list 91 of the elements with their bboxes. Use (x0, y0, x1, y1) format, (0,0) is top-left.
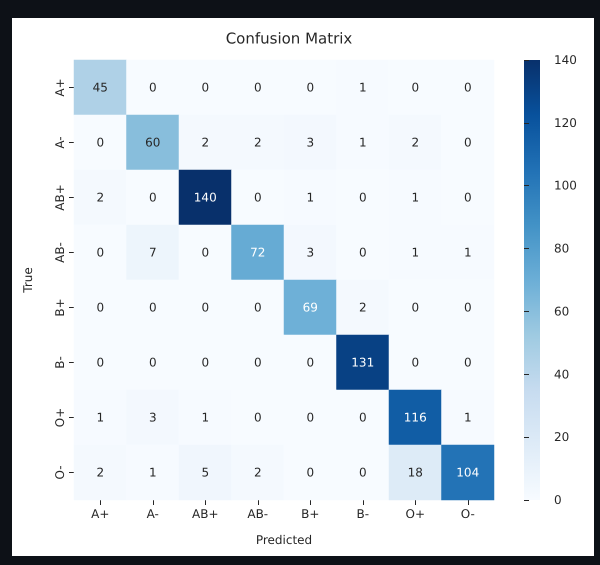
data-label: 0 (464, 190, 472, 204)
data-label: 5 (201, 466, 210, 480)
data-label: 0 (96, 136, 104, 150)
data-label: 45 (92, 80, 108, 94)
y-tick-label: A+ (53, 78, 67, 97)
x-axis-title: Predicted (256, 533, 312, 547)
data-label: 131 (351, 356, 374, 370)
y-tick-label: B+ (53, 298, 67, 317)
data-label: 0 (306, 410, 314, 424)
data-label: 0 (306, 466, 314, 480)
color-bar-label: 40 (554, 367, 570, 382)
data-label: 0 (201, 300, 210, 314)
y-tick-label: O+ (53, 408, 67, 428)
color-bar-label: 60 (554, 304, 570, 318)
data-label: 0 (464, 136, 472, 150)
data-label: 0 (148, 356, 157, 370)
data-label: 0 (411, 356, 420, 370)
data-label: 0 (464, 80, 472, 94)
color-bar-label: 100 (554, 178, 577, 193)
y-tick-label: AB+ (53, 184, 67, 211)
data-label: 1 (96, 410, 104, 424)
x-tick-label: AB- (247, 507, 268, 521)
data-label: 2 (96, 466, 104, 480)
data-label: 140 (194, 190, 217, 204)
color-bar-label: 140 (554, 53, 577, 67)
x-tick-label: A- (146, 507, 159, 521)
x-tick-label: B- (356, 507, 370, 521)
y-tick-label: AB- (53, 242, 67, 263)
chart-title: Confusion Matrix (226, 30, 352, 48)
color-bar-label: 20 (554, 430, 570, 444)
data-label: 0 (358, 410, 367, 424)
data-label: 0 (254, 300, 262, 314)
color-bar-label: 0 (554, 493, 562, 507)
data-label: 104 (456, 466, 480, 480)
data-label: 2 (358, 300, 367, 314)
data-label: 0 (358, 466, 367, 480)
data-label: 72 (250, 246, 266, 260)
data-label: 1 (464, 410, 472, 424)
data-label: 0 (306, 356, 314, 370)
data-label: 0 (254, 80, 262, 94)
data-label: 0 (254, 410, 262, 424)
data-label: 0 (148, 80, 157, 94)
data-label: 1 (201, 410, 210, 424)
data-label: 7 (148, 246, 157, 260)
data-label: 3 (148, 410, 157, 424)
data-label: 1 (306, 190, 314, 204)
data-label: 2 (254, 136, 262, 150)
data-label: 3 (306, 246, 314, 260)
data-label: 0 (464, 356, 472, 370)
data-label: 0 (411, 80, 420, 94)
data-label: 0 (96, 246, 104, 260)
y-tick-label: A- (53, 136, 67, 149)
data-label: 1 (358, 80, 367, 94)
y-axis-title: True (21, 267, 35, 294)
data-label: 2 (254, 466, 262, 480)
data-label: 1 (464, 246, 472, 260)
data-label: 1 (411, 190, 420, 204)
data-label: 0 (358, 190, 367, 204)
data-label: 0 (96, 356, 104, 370)
data-label: 0 (148, 300, 157, 314)
data-label: 0 (96, 300, 104, 314)
data-label: 0 (254, 190, 262, 204)
data-label: 0 (201, 80, 210, 94)
color-bar-label: 80 (554, 242, 570, 256)
data-label: 3 (306, 136, 314, 150)
data-label: 116 (404, 410, 427, 424)
data-label: 0 (306, 80, 314, 94)
data-label: 0 (254, 356, 262, 370)
data-label: 0 (201, 356, 210, 370)
data-label: 1 (411, 246, 420, 260)
data-label: 0 (148, 190, 157, 204)
x-tick-label: B+ (301, 507, 320, 521)
x-tick-label: O+ (406, 507, 425, 521)
data-label: 2 (96, 190, 104, 204)
y-tick-label: O- (53, 465, 67, 480)
data-label: 18 (408, 466, 423, 480)
data-label: 0 (411, 300, 420, 314)
data-label: 1 (358, 136, 367, 150)
data-label: 0 (201, 246, 210, 260)
data-label: 0 (464, 300, 472, 314)
y-tick-label: B- (53, 356, 67, 369)
color-bar-label: 120 (554, 116, 577, 130)
x-tick-label: AB+ (192, 507, 218, 521)
data-label: 60 (145, 136, 160, 150)
data-label: 2 (201, 136, 210, 150)
data-label: 69 (302, 300, 318, 314)
x-tick-label: O- (460, 507, 475, 521)
data-label: 0 (358, 246, 367, 260)
x-tick-label: A+ (91, 507, 110, 521)
data-label: 2 (411, 136, 420, 150)
data-label: 1 (148, 466, 157, 480)
